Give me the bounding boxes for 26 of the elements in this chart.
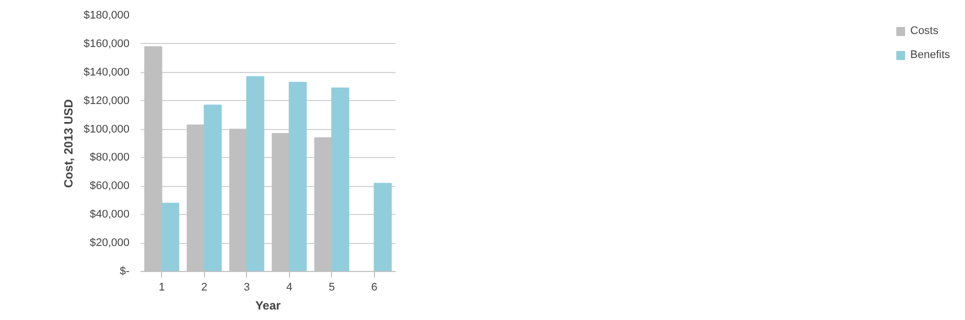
x-tick-label: 1 bbox=[158, 282, 165, 294]
y-tick-label: $80,000 bbox=[90, 152, 130, 164]
x-tick-label: 2 bbox=[201, 282, 208, 294]
legend-label: Costs bbox=[910, 25, 938, 37]
bar bbox=[288, 82, 307, 272]
x-tick-label: 5 bbox=[328, 282, 335, 294]
bar bbox=[331, 88, 350, 272]
y-tick-label: $180,000 bbox=[84, 10, 130, 22]
bar bbox=[374, 182, 392, 272]
legend-label: Benefits bbox=[910, 49, 950, 61]
y-tick-label: $40,000 bbox=[90, 208, 130, 221]
x-axis-title: Year bbox=[255, 298, 282, 312]
bar bbox=[204, 104, 222, 272]
y-tick-label: $- bbox=[120, 266, 130, 278]
y-axis-title: Cost, 2013 USD bbox=[62, 98, 76, 188]
bar bbox=[246, 76, 264, 272]
y-tick-label: $100,000 bbox=[84, 123, 130, 136]
y-tick-label: $20,000 bbox=[90, 237, 130, 250]
y-tick-label: $160,000 bbox=[84, 38, 130, 50]
x-tick-label: 3 bbox=[244, 282, 250, 294]
y-tick-label: $60,000 bbox=[90, 180, 130, 192]
x-tick-label: 6 bbox=[371, 282, 378, 294]
y-tick-label: $140,000 bbox=[84, 66, 130, 78]
bar bbox=[161, 202, 180, 272]
x-tick-label: 4 bbox=[286, 282, 292, 294]
y-tick-label: $120,000 bbox=[84, 94, 130, 107]
